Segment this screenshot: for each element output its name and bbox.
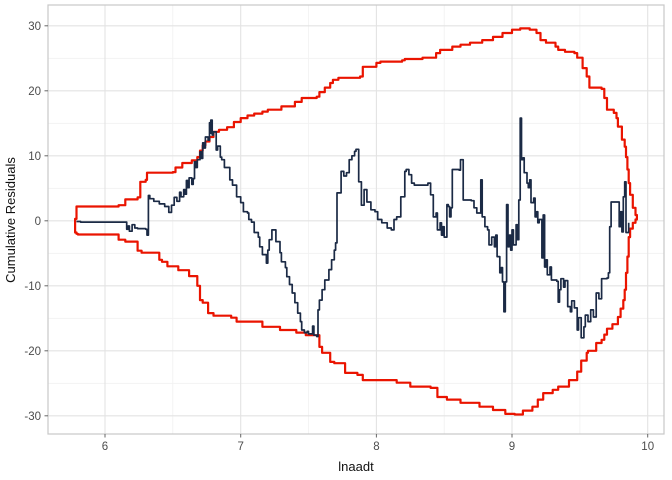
axes: 6 7 8 9 10 -30 -20 -10 0 10 20 30 xyxy=(24,4,665,453)
y-tick-label: -10 xyxy=(24,281,41,293)
y-tick-label: 30 xyxy=(28,21,41,33)
simulated-envelope-line xyxy=(74,27,638,416)
y-tick-label: -30 xyxy=(24,411,41,423)
x-tick-label: 10 xyxy=(641,441,654,453)
x-axis-title: lnaadt xyxy=(338,459,374,474)
y-tick-label: 10 xyxy=(28,151,41,163)
y-tick-label: 20 xyxy=(28,86,41,98)
data-series xyxy=(74,27,638,416)
x-tick-label: 9 xyxy=(509,441,515,453)
cumulative-residuals-line xyxy=(76,117,630,339)
y-tick-label: 0 xyxy=(35,216,41,228)
gridlines xyxy=(48,5,664,434)
y-axis-title: Cumulative Residuals xyxy=(3,157,18,283)
panel-border xyxy=(47,4,665,435)
x-tick-label: 8 xyxy=(373,441,379,453)
x-tick-label: 6 xyxy=(102,441,108,453)
x-tick-label: 7 xyxy=(237,441,243,453)
panel-background xyxy=(48,5,664,434)
y-tick-label: -20 xyxy=(24,346,41,358)
